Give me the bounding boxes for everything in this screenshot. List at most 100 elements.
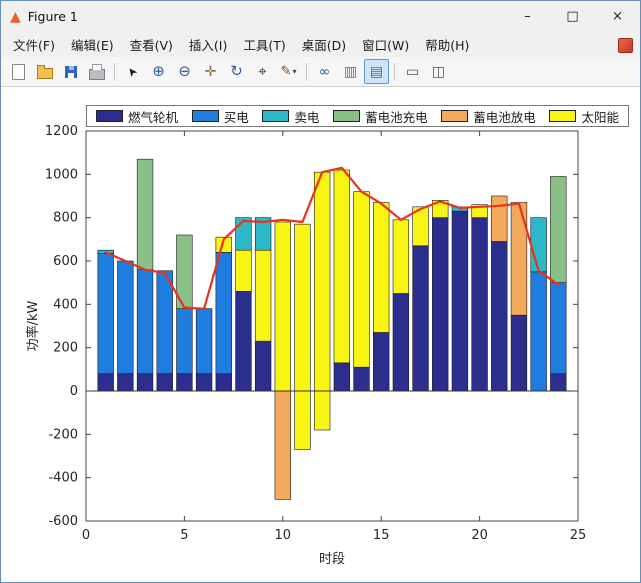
total-power-line <box>104 166 560 310</box>
bar-segment-discharge <box>491 195 508 242</box>
menu-item-help[interactable]: 帮助(H) <box>425 38 470 53</box>
bar-segment-gas <box>451 210 469 392</box>
pan-icon: ✛ <box>204 63 217 80</box>
bar-segment-buy <box>117 260 134 374</box>
legend-item-charge: 蓄电池充电 <box>333 107 428 126</box>
menu-item-view[interactable]: 查看(V) <box>129 38 173 53</box>
link-plots-button[interactable]: ∞ <box>312 59 337 84</box>
title-bar[interactable]: ▲ Figure 1 – □ × <box>1 1 640 32</box>
print-figure-button[interactable] <box>84 59 109 84</box>
legend-label-discharge: 蓄电池放电 <box>473 109 536 125</box>
bar-segment-buy <box>97 253 114 374</box>
save-figure-button[interactable] <box>58 59 83 84</box>
zoom-in-icon: ⊕ <box>152 62 165 80</box>
bar-segment-solar <box>294 223 311 392</box>
bar-segment-sell <box>235 217 252 251</box>
x-axis-label: 时段 <box>319 552 345 567</box>
bar-segment-gas <box>215 373 232 392</box>
x-tick-label: 20 <box>471 528 488 543</box>
window-controls: – □ × <box>505 1 640 32</box>
maximize-button[interactable]: □ <box>566 9 579 24</box>
menu-item-tools[interactable]: 工具(T) <box>243 38 286 53</box>
legend-patch-sell <box>262 110 290 122</box>
y-tick-label: 1200 <box>45 124 78 139</box>
toolbar-separator <box>114 62 115 81</box>
pan-button[interactable]: ✛ <box>198 59 223 84</box>
bar-segment-gas <box>195 373 213 392</box>
bar-segment-buy <box>215 252 232 374</box>
rotate-3d-button[interactable]: ↻ <box>224 59 249 84</box>
link-plots-icon: ∞ <box>318 63 331 80</box>
minimize-button[interactable]: – <box>524 9 531 24</box>
menu-item-edit[interactable]: 编辑(E) <box>70 38 114 53</box>
close-button[interactable]: × <box>612 9 623 24</box>
bar-segment-gas <box>333 362 351 392</box>
window-title: Figure 1 <box>27 9 78 24</box>
bar-segment-buy <box>136 269 154 374</box>
legend-label-sell: 卖电 <box>294 109 320 125</box>
y-tick-label: 1000 <box>45 167 78 182</box>
dropdown-arrow-icon[interactable]: ▾ <box>292 67 297 76</box>
bar-segment-gas <box>471 217 488 392</box>
bar-segment-solar <box>412 206 429 247</box>
new-figure-icon <box>12 63 25 80</box>
legend-item-sell: 卖电 <box>262 107 319 126</box>
save-figure-icon <box>64 65 77 78</box>
legend-patch-gas <box>96 110 123 122</box>
insert-colorbar-button[interactable]: ▥ <box>338 59 363 84</box>
y-tick-label: 0 <box>70 384 78 399</box>
legend-patch-discharge <box>441 110 469 122</box>
zoom-in-button[interactable]: ⊕ <box>146 59 171 84</box>
bar-segment-gas <box>235 291 252 392</box>
legend-item-discharge: 蓄电池放电 <box>441 107 536 126</box>
bar-segment-solar <box>373 202 390 333</box>
legend-label-gas: 燃气轮机 <box>128 109 179 125</box>
bar-segment-sell <box>254 217 272 251</box>
y-tick-label: 400 <box>53 297 78 312</box>
legend-patch-buy <box>191 110 219 122</box>
toolstrip-badge-icon[interactable] <box>618 38 633 53</box>
dock-figure-icon: ◫ <box>431 63 446 80</box>
open-file-button[interactable] <box>32 59 57 84</box>
menu-bar: 文件(F) 编辑(E) 查看(V) 插入(I) 工具(T) 桌面(D) 窗口(W) 帮助(H) <box>1 32 640 57</box>
data-cursor-button[interactable]: ⌖ <box>250 59 275 84</box>
chart-canvas[interactable]: -600 -400 -200 0 200 400 600 800 1000 1200 0 5 10 15 2… <box>1 87 641 583</box>
figure-canvas: 燃气轮机 买电 卖电 蓄电池充电 蓄电池放电 太阳能 -600 -400 -200 0 200 40… <box>1 87 640 582</box>
menu-item-insert[interactable]: 插入(I) <box>188 38 228 53</box>
bar-segment-solar <box>392 219 410 294</box>
edit-plot-icon: ➤ <box>123 63 142 80</box>
zoom-out-button[interactable]: ⊖ <box>172 59 197 84</box>
bar-segment-buy <box>156 270 173 374</box>
rotate-3d-icon: ↻ <box>230 62 243 80</box>
y-tick-label: 800 <box>53 211 78 226</box>
new-figure-button[interactable] <box>6 59 31 84</box>
x-tick-label: 5 <box>180 528 188 543</box>
y-tick-label: -200 <box>48 427 78 442</box>
brush-data-button[interactable]: ✎ ▾ <box>276 59 301 84</box>
bar-segment-buy <box>530 271 547 392</box>
bar-segment-solar <box>274 221 291 392</box>
legend-label-solar: 太阳能 <box>581 109 619 125</box>
chart-legend[interactable]: 燃气轮机 买电 卖电 蓄电池充电 蓄电池放电 太阳能 <box>86 105 629 127</box>
bar-segment-charge <box>550 176 567 283</box>
x-tick-label: 25 <box>570 528 587 543</box>
menu-item-desktop[interactable]: 桌面(D) <box>301 38 347 53</box>
legend-item-gas: 燃气轮机 <box>96 107 178 126</box>
menu-item-file[interactable]: 文件(F) <box>13 38 55 53</box>
x-tick-label: 10 <box>275 528 292 543</box>
y-axis-label: 功率/kW <box>25 300 41 351</box>
edit-plot-button[interactable]: ➤ <box>120 59 145 84</box>
hide-plot-tools-button[interactable]: ▭ <box>400 59 425 84</box>
menu-item-window[interactable]: 窗口(W) <box>362 38 410 53</box>
bar-segment-gas <box>432 217 449 392</box>
insert-legend-button[interactable]: ▤ <box>364 59 389 84</box>
y-tick-label: -400 <box>48 471 78 486</box>
bar-segment-gas <box>97 373 114 392</box>
y-tick-label: 600 <box>53 254 78 269</box>
insert-colorbar-icon: ▥ <box>343 63 358 80</box>
dock-figure-button[interactable]: ◫ <box>426 59 451 84</box>
x-tick-label: 0 <box>82 528 90 543</box>
bar-segment-sell <box>530 217 547 273</box>
print-figure-icon <box>88 63 105 80</box>
x-tick-label: 15 <box>373 528 390 543</box>
